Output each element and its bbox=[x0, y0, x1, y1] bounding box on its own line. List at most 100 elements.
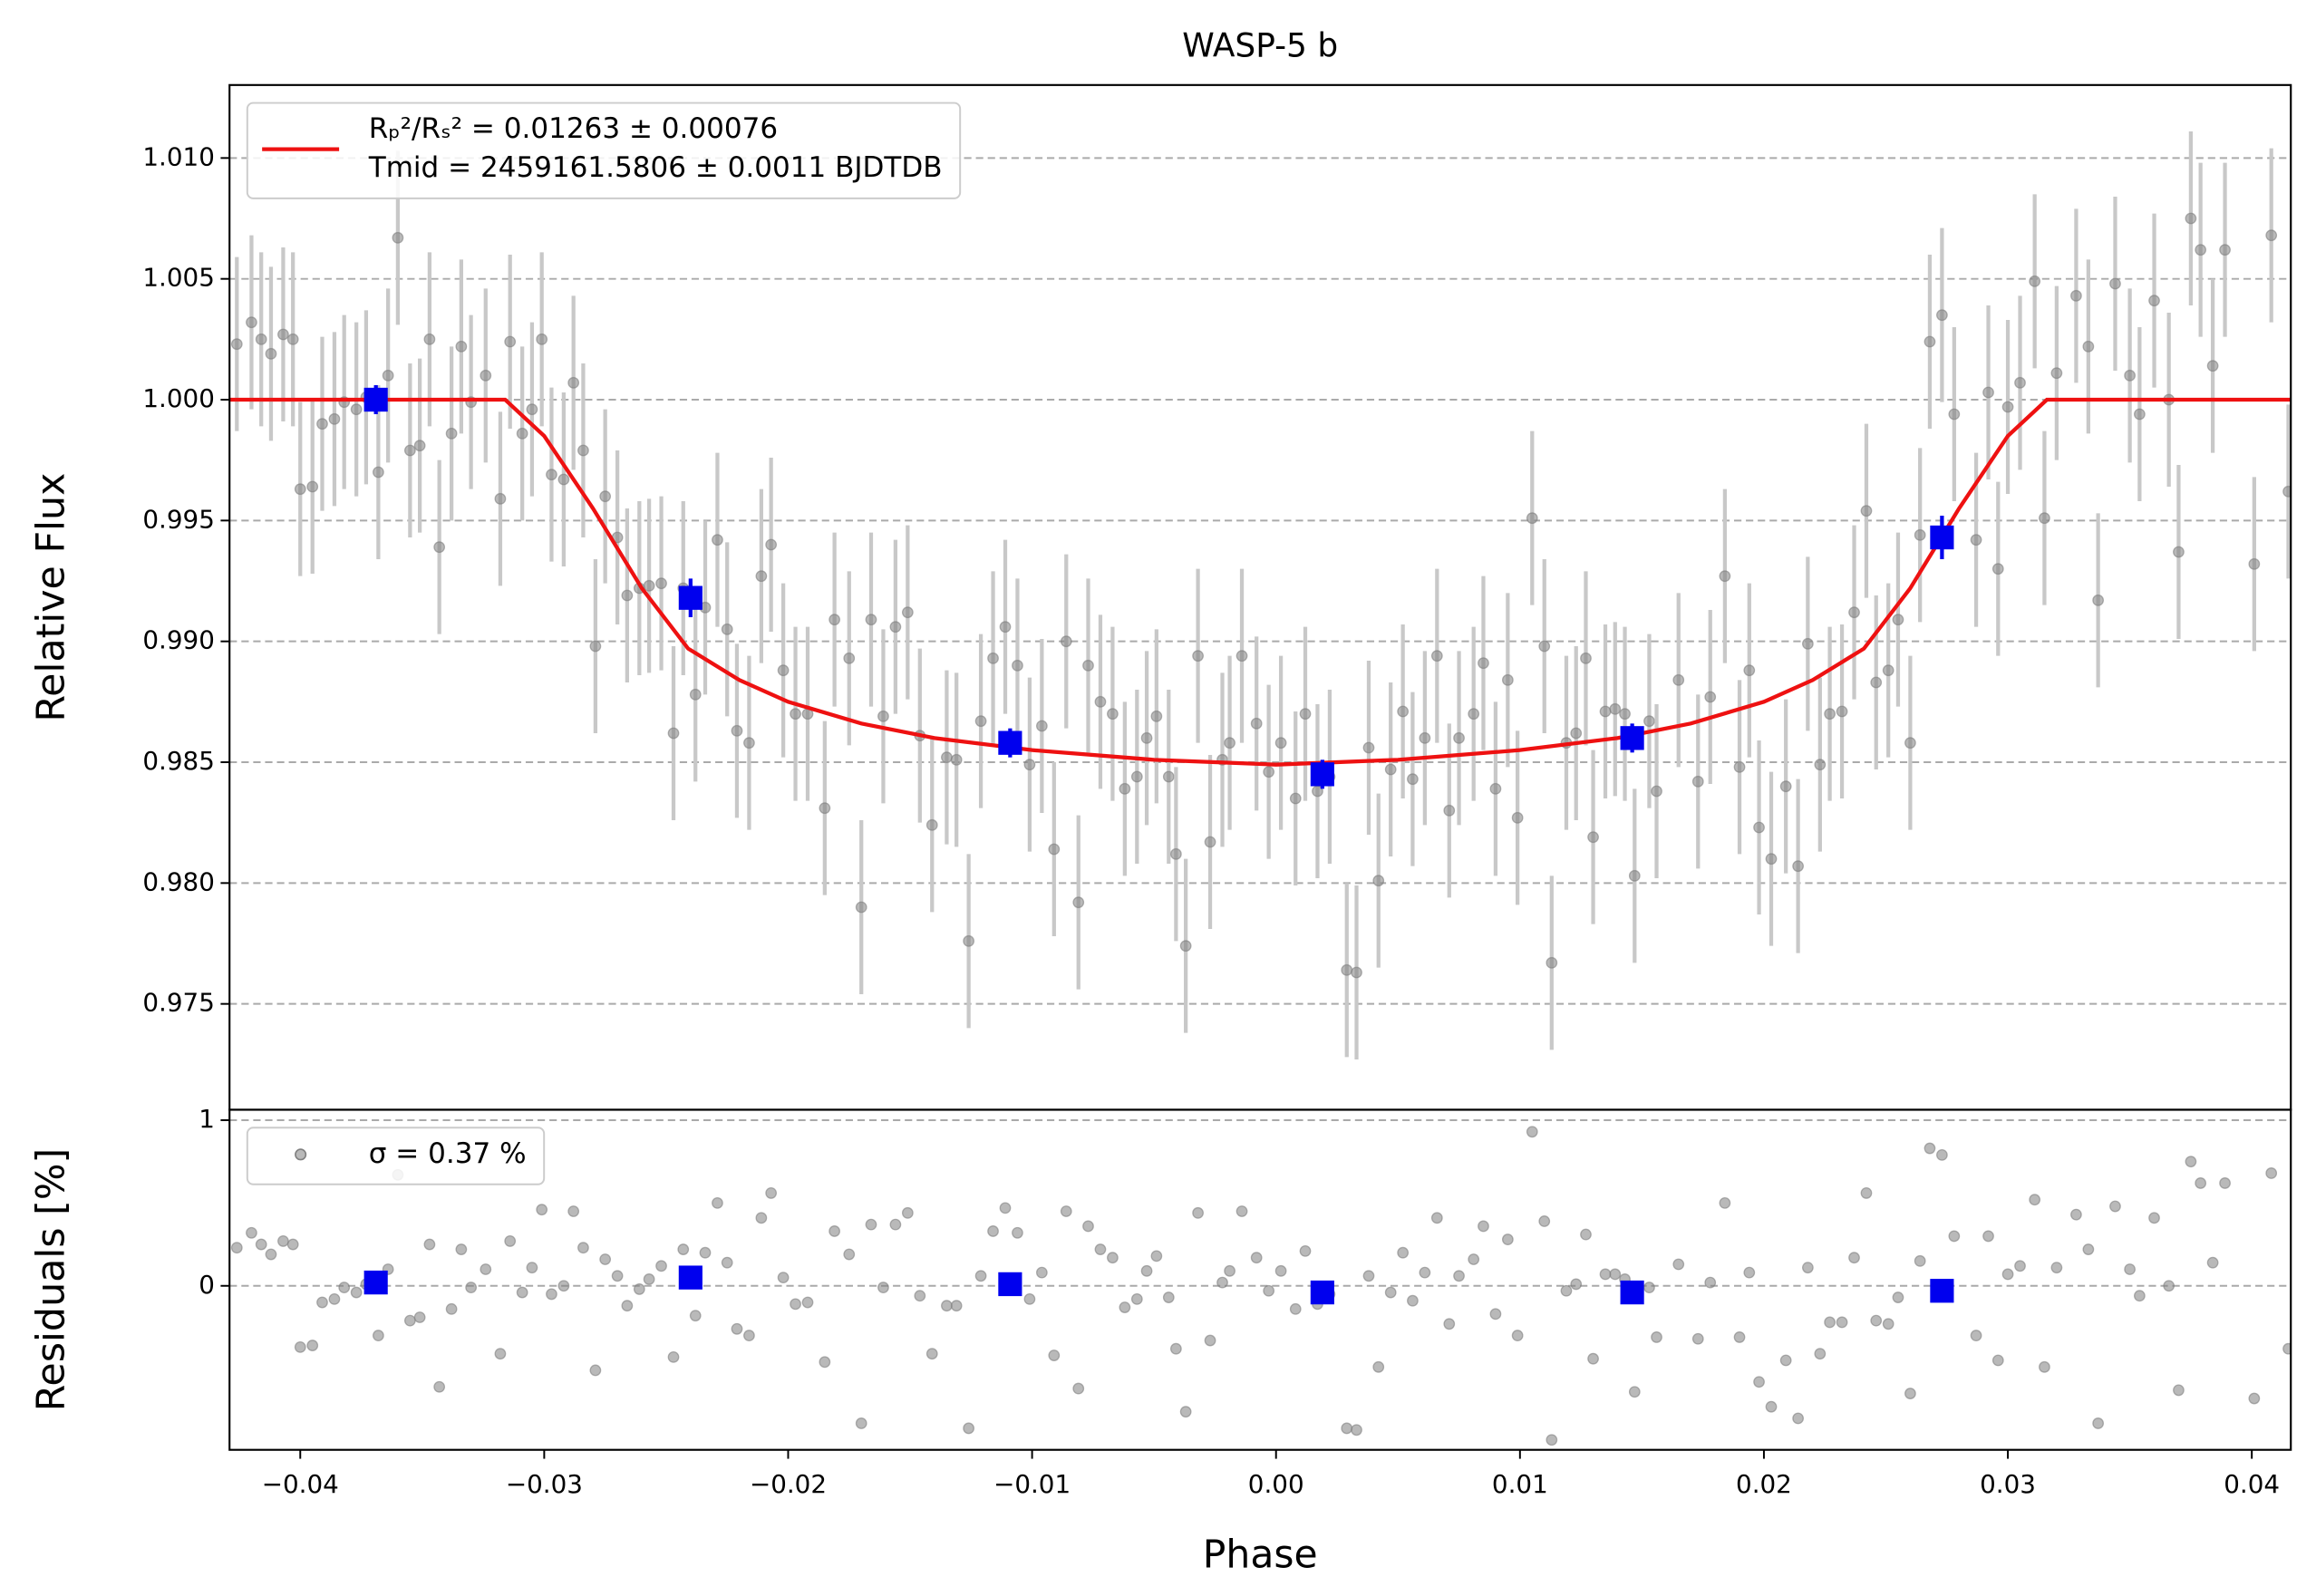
data-point bbox=[1914, 1254, 1926, 1267]
data-point bbox=[721, 623, 733, 635]
y-tick-label: 0.980 bbox=[142, 866, 214, 896]
data-point bbox=[1351, 1424, 1362, 1436]
data-point bbox=[1107, 1252, 1119, 1264]
data-point bbox=[1489, 1308, 1502, 1320]
data-point bbox=[1162, 770, 1175, 783]
data-point bbox=[1651, 785, 1662, 798]
data-point bbox=[1224, 737, 1236, 750]
data-point bbox=[1397, 1246, 1410, 1259]
x-tick-label: 0.00 bbox=[1248, 1469, 1304, 1499]
data-point bbox=[1048, 843, 1061, 856]
data-point bbox=[2265, 229, 2278, 242]
data-point bbox=[1651, 1331, 1662, 1343]
data-point bbox=[1094, 1243, 1107, 1255]
binned-point bbox=[1310, 762, 1334, 787]
data-point bbox=[643, 579, 655, 592]
data-point bbox=[721, 1256, 733, 1269]
data-point bbox=[1397, 705, 1410, 718]
data-point bbox=[1012, 659, 1023, 672]
data-point bbox=[1140, 731, 1153, 744]
data-point bbox=[1023, 1292, 1036, 1305]
data-point bbox=[1824, 1316, 1836, 1329]
data-point bbox=[1179, 940, 1192, 953]
data-point bbox=[1443, 804, 1456, 817]
data-point bbox=[1502, 673, 1514, 686]
data-point bbox=[1991, 1354, 2004, 1367]
data-point bbox=[455, 340, 468, 353]
data-point bbox=[963, 934, 975, 947]
data-point bbox=[667, 727, 680, 740]
data-point bbox=[465, 1282, 478, 1294]
data-point bbox=[1948, 408, 1961, 421]
data-point bbox=[2109, 277, 2121, 290]
data-point bbox=[2050, 367, 2063, 380]
data-point bbox=[2001, 1268, 2014, 1281]
data-point bbox=[877, 1282, 889, 1294]
data-point bbox=[1362, 741, 1375, 754]
data-point bbox=[392, 231, 404, 244]
data-point bbox=[246, 1226, 257, 1239]
data-point bbox=[1526, 1126, 1538, 1138]
data-point bbox=[567, 376, 580, 389]
data-point bbox=[963, 1422, 975, 1435]
data-point bbox=[494, 492, 507, 505]
data-point bbox=[1691, 775, 1704, 788]
data-point bbox=[801, 1296, 814, 1309]
data-point bbox=[516, 427, 528, 440]
data-point bbox=[819, 802, 831, 815]
data-point bbox=[1162, 1291, 1175, 1303]
data-point bbox=[382, 369, 394, 382]
data-point bbox=[2134, 408, 2146, 421]
data-point bbox=[1882, 1318, 1894, 1330]
data-point bbox=[2092, 1417, 2104, 1429]
legend-swatch bbox=[295, 1148, 307, 1161]
y-tick-label: 1 bbox=[199, 1104, 215, 1134]
data-point bbox=[1035, 720, 1048, 732]
data-point bbox=[699, 1246, 712, 1259]
legend: σ = 0.37 % bbox=[246, 1127, 546, 1185]
data-point bbox=[1407, 773, 1419, 786]
data-point bbox=[277, 1234, 289, 1247]
data-point bbox=[901, 1206, 914, 1219]
data-point bbox=[843, 652, 856, 664]
data-point bbox=[546, 469, 557, 481]
data-point bbox=[2001, 401, 2014, 413]
data-point bbox=[1580, 652, 1592, 664]
data-point bbox=[790, 1298, 801, 1311]
data-point bbox=[599, 490, 612, 503]
data-point bbox=[2039, 512, 2050, 525]
data-point bbox=[1489, 782, 1502, 795]
data-point bbox=[1341, 1422, 1353, 1435]
binned-point bbox=[998, 1272, 1022, 1297]
data-point bbox=[1119, 1301, 1131, 1313]
data-point bbox=[1792, 1412, 1804, 1425]
data-point bbox=[1619, 708, 1631, 721]
data-point bbox=[1628, 869, 1641, 882]
data-point bbox=[1082, 659, 1094, 672]
data-point bbox=[2173, 546, 2185, 558]
data-point bbox=[1072, 896, 1085, 909]
data-point bbox=[1814, 1348, 1827, 1360]
data-point bbox=[1570, 727, 1583, 740]
data-point bbox=[1860, 1186, 1873, 1199]
data-point bbox=[2265, 1167, 2278, 1179]
data-point bbox=[1023, 759, 1036, 771]
data-point bbox=[2282, 485, 2292, 498]
data-point bbox=[1502, 1233, 1514, 1246]
data-point bbox=[2124, 369, 2136, 382]
data-point bbox=[974, 715, 987, 728]
data-point bbox=[765, 1186, 778, 1199]
data-point bbox=[889, 621, 902, 634]
data-point bbox=[1204, 1334, 1216, 1347]
data-point bbox=[1204, 836, 1216, 848]
data-point bbox=[294, 1340, 306, 1353]
data-point bbox=[1892, 1291, 1904, 1303]
data-point bbox=[1170, 1342, 1182, 1355]
data-point bbox=[328, 1292, 341, 1305]
binned-point bbox=[678, 1265, 703, 1290]
data-point bbox=[777, 1272, 790, 1284]
data-point bbox=[2124, 1263, 2136, 1275]
data-point bbox=[2092, 594, 2104, 606]
x-tick-label: −0.04 bbox=[262, 1469, 339, 1499]
data-point bbox=[1289, 1302, 1302, 1315]
